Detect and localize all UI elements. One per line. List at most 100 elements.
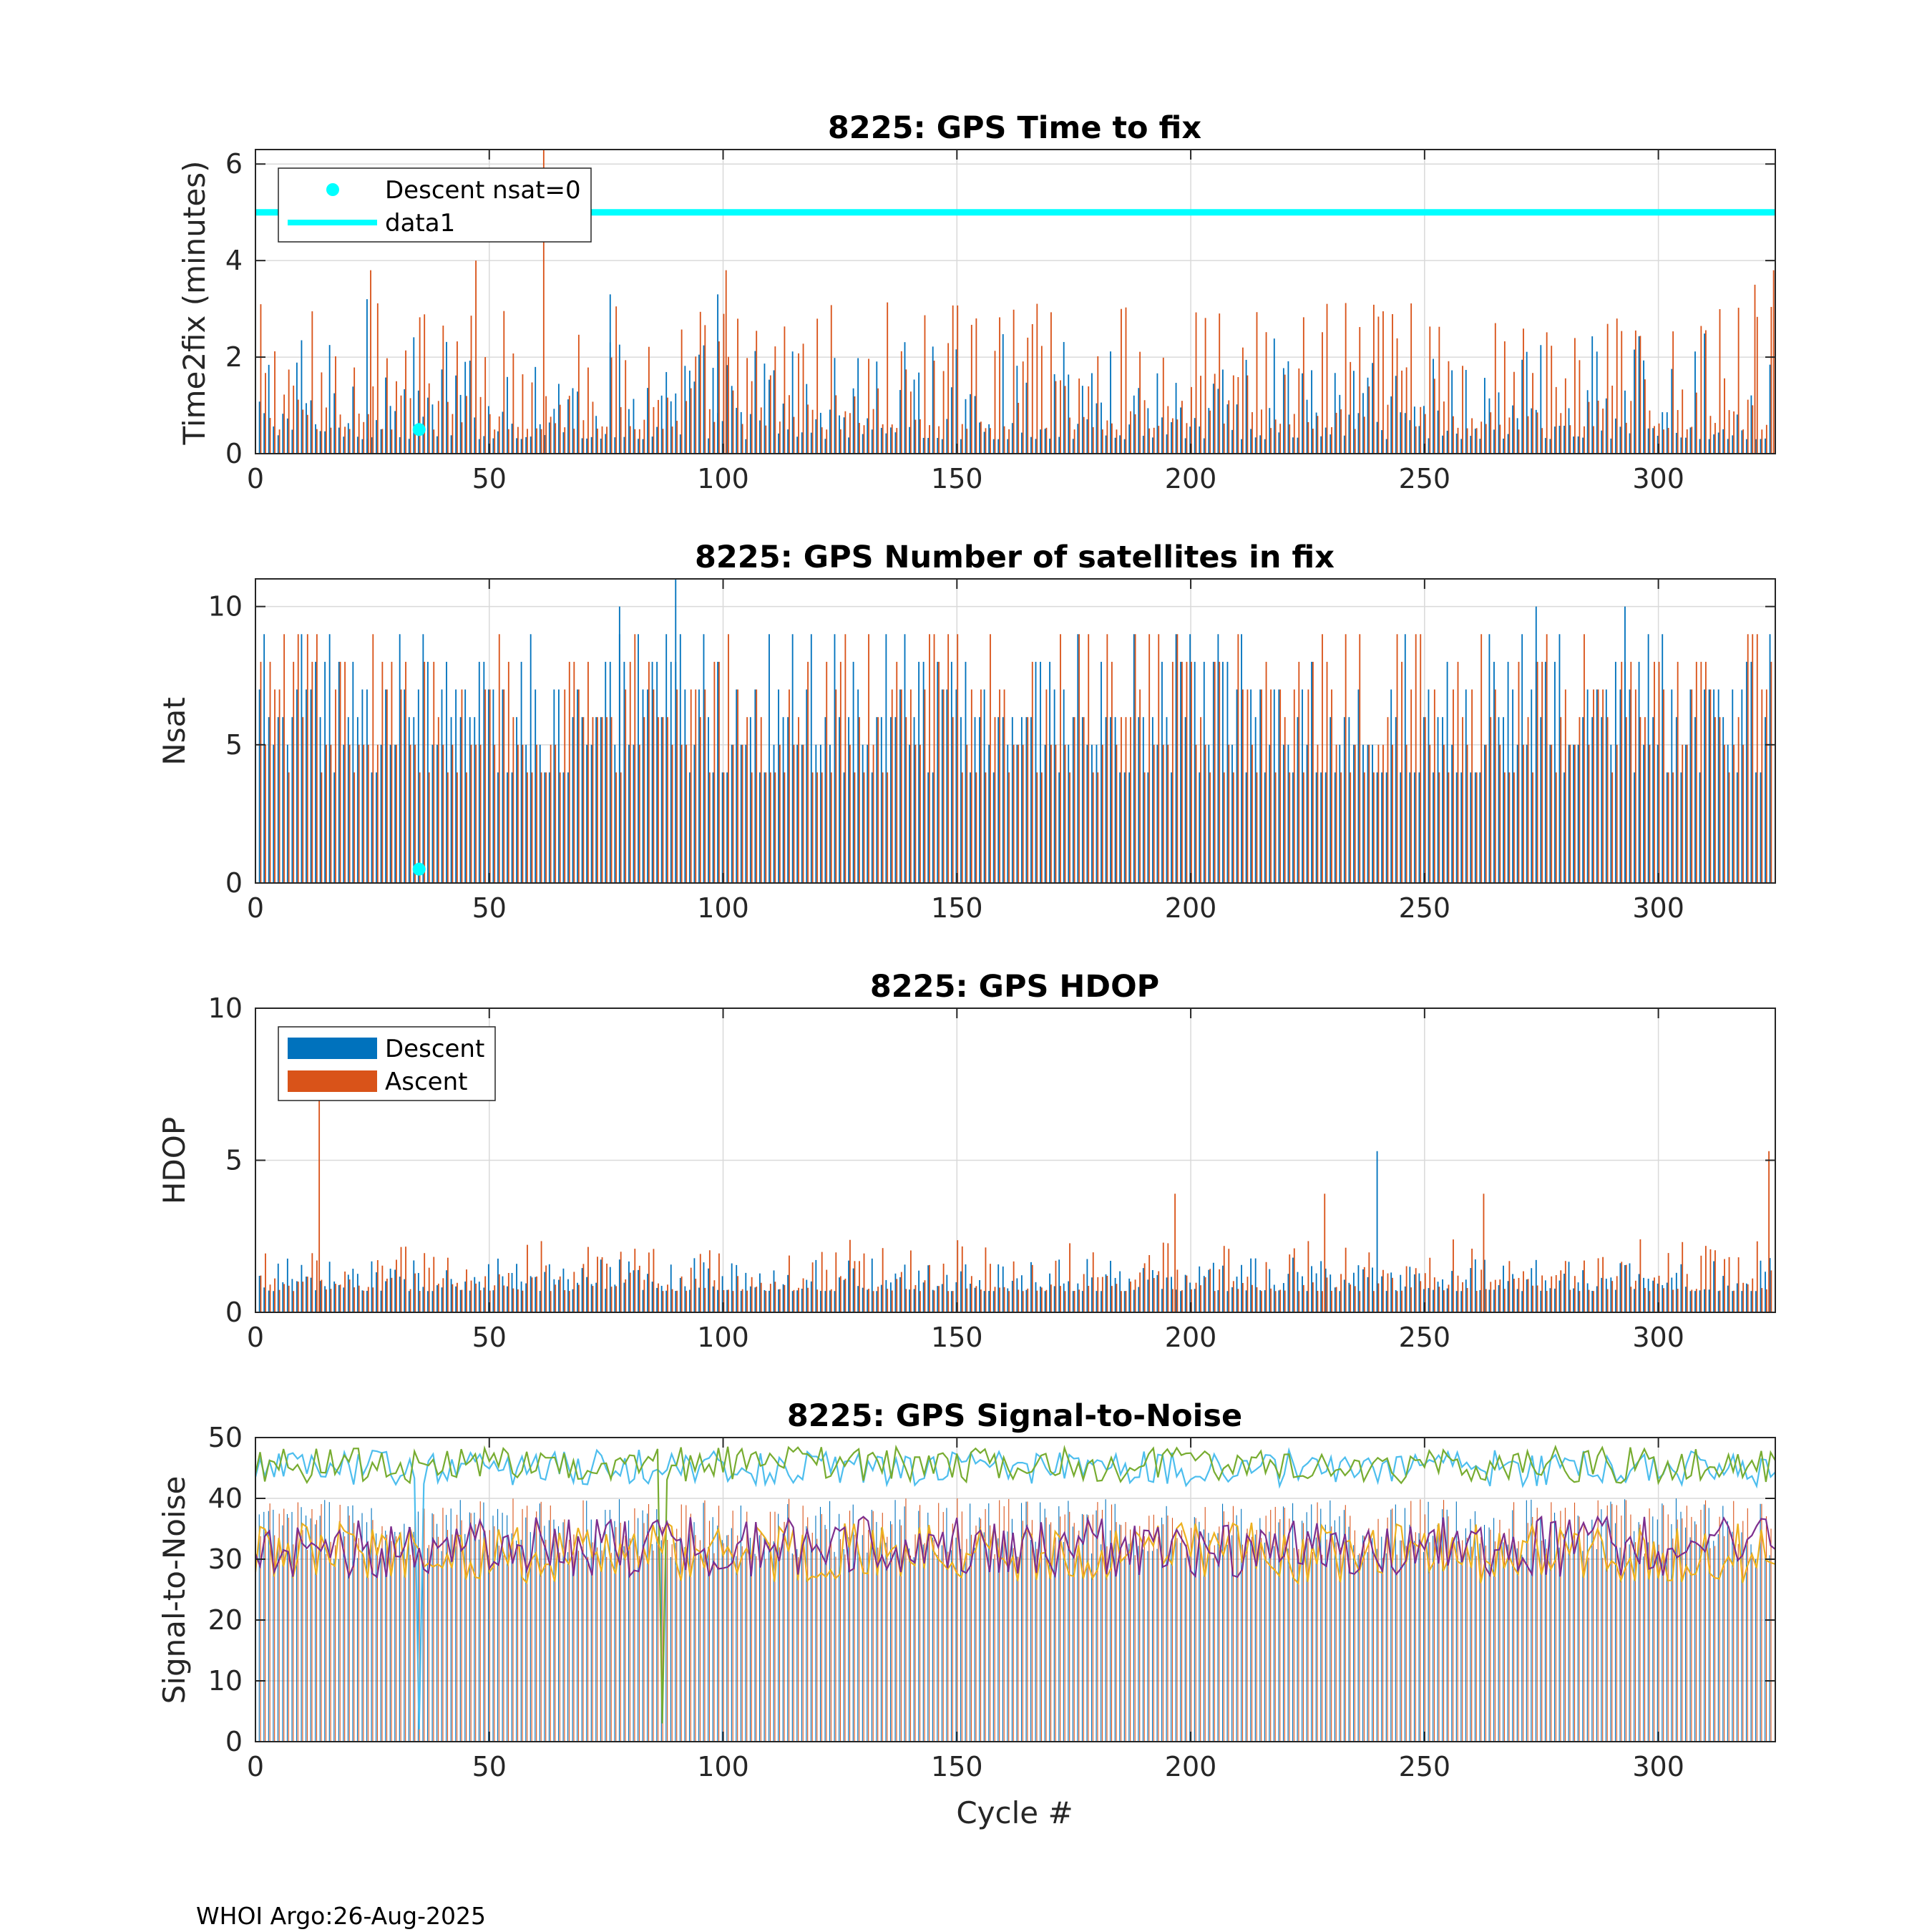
bar-descent bbox=[1437, 717, 1439, 883]
bar-snr-ascent bbox=[868, 1530, 869, 1742]
bar-descent bbox=[577, 1282, 578, 1312]
bar-ascent bbox=[887, 302, 889, 454]
bar-ascent bbox=[1312, 661, 1314, 883]
bar-ascent bbox=[1088, 1285, 1090, 1312]
bar-descent bbox=[1629, 1263, 1631, 1312]
bar-snr-ascent bbox=[564, 1519, 565, 1742]
bar-descent bbox=[1180, 1291, 1182, 1312]
bar-ascent bbox=[1302, 772, 1304, 883]
bar-snr-descent bbox=[1110, 1530, 1111, 1742]
bar-descent bbox=[553, 689, 555, 883]
bar-ascent bbox=[807, 1287, 809, 1312]
bar-ascent bbox=[1045, 427, 1048, 454]
bar-ascent bbox=[746, 1290, 748, 1312]
bar-ascent bbox=[1312, 429, 1314, 454]
bar-ascent bbox=[1008, 429, 1010, 454]
bar-descent bbox=[1226, 661, 1229, 883]
bar-descent bbox=[698, 689, 700, 883]
bar-snr-descent bbox=[651, 1543, 653, 1742]
bar-snr-descent bbox=[1007, 1531, 1008, 1742]
bar-ascent bbox=[1453, 1239, 1454, 1312]
bar-ascent bbox=[1200, 717, 1201, 883]
bar-descent bbox=[544, 435, 546, 454]
bar-descent bbox=[376, 772, 377, 883]
bar-ascent bbox=[1350, 361, 1352, 454]
bar-ascent bbox=[1546, 332, 1548, 454]
bar-ascent bbox=[1116, 744, 1118, 883]
bar-descent bbox=[1573, 744, 1574, 883]
bar-ascent bbox=[1443, 744, 1445, 883]
bar-ascent bbox=[774, 346, 776, 454]
bar-snr-descent bbox=[1755, 1558, 1757, 1742]
bar-descent bbox=[1096, 744, 1098, 883]
bar-descent bbox=[422, 416, 424, 454]
bar-snr-descent bbox=[268, 1511, 269, 1742]
bar-ascent bbox=[447, 401, 449, 454]
bar-descent bbox=[862, 434, 864, 454]
bar-snr-descent bbox=[1465, 1528, 1466, 1742]
bar-descent bbox=[721, 421, 723, 454]
bar-descent bbox=[1390, 1272, 1392, 1312]
bar-ascent bbox=[1307, 689, 1309, 883]
bar-descent bbox=[1400, 1274, 1402, 1312]
bar-ascent bbox=[419, 772, 421, 883]
bar-ascent bbox=[1695, 392, 1697, 454]
bar-ascent bbox=[293, 385, 295, 454]
bar-descent bbox=[970, 394, 971, 454]
bar-descent bbox=[1483, 744, 1485, 883]
bar-ascent bbox=[1350, 1284, 1352, 1312]
bar-descent bbox=[1241, 439, 1242, 454]
bar-descent bbox=[1175, 1289, 1177, 1312]
bar-descent bbox=[1221, 661, 1224, 883]
bar-descent bbox=[1007, 1288, 1009, 1312]
bar-descent bbox=[1297, 1272, 1299, 1312]
bar-ascent bbox=[1214, 374, 1216, 454]
bar-descent bbox=[1666, 1282, 1668, 1312]
bar-descent bbox=[1750, 1291, 1752, 1312]
bar-snr-descent bbox=[1727, 1521, 1728, 1742]
bar-ascent bbox=[1368, 1252, 1370, 1312]
bar-descent bbox=[1680, 1264, 1682, 1312]
bar-snr-descent bbox=[778, 1513, 779, 1742]
bar-ascent bbox=[1663, 1288, 1664, 1312]
bar-snr-descent bbox=[1619, 1547, 1621, 1742]
bar-descent bbox=[352, 661, 354, 883]
bar-snr-descent bbox=[319, 1516, 321, 1742]
bar-ascent bbox=[1415, 634, 1417, 883]
bar-descent bbox=[1699, 439, 1701, 454]
bar-descent bbox=[642, 689, 644, 883]
bar-snr-ascent bbox=[737, 1535, 738, 1742]
bar-descent bbox=[1503, 717, 1504, 883]
bar-descent bbox=[1470, 772, 1472, 883]
bar-descent bbox=[1563, 772, 1565, 883]
bar-descent bbox=[1558, 426, 1561, 454]
bar-descent bbox=[586, 744, 588, 883]
bar-snr-ascent bbox=[507, 1535, 509, 1742]
bar-descent bbox=[1549, 439, 1551, 454]
bar-descent bbox=[1133, 395, 1135, 454]
bar-descent bbox=[1151, 437, 1153, 454]
bar-ascent bbox=[1742, 1282, 1745, 1312]
bar-descent bbox=[679, 434, 681, 454]
bar-ascent bbox=[1176, 419, 1179, 454]
bar-ascent bbox=[326, 744, 327, 883]
bar-ascent bbox=[671, 744, 673, 883]
bar-descent bbox=[1020, 432, 1023, 454]
bar-ascent bbox=[662, 717, 664, 883]
bar-snr-ascent bbox=[699, 1540, 701, 1742]
bar-ascent bbox=[680, 744, 683, 883]
bar-descent bbox=[530, 634, 532, 883]
bar-ascent bbox=[1584, 1260, 1585, 1312]
bar-descent bbox=[1199, 1266, 1201, 1312]
bar-snr-descent bbox=[1217, 1533, 1219, 1742]
bar-descent bbox=[1601, 1277, 1603, 1312]
bar-ascent bbox=[367, 1287, 369, 1312]
bar-descent bbox=[899, 689, 901, 883]
bar-snr-descent bbox=[852, 1504, 854, 1742]
bar-descent bbox=[590, 1284, 592, 1312]
bar-snr-descent bbox=[1250, 1540, 1252, 1742]
bar-descent bbox=[1704, 1289, 1705, 1312]
bar-snr-ascent bbox=[536, 1511, 537, 1742]
bar-ascent bbox=[457, 341, 458, 454]
bar-ascent bbox=[1747, 399, 1749, 454]
